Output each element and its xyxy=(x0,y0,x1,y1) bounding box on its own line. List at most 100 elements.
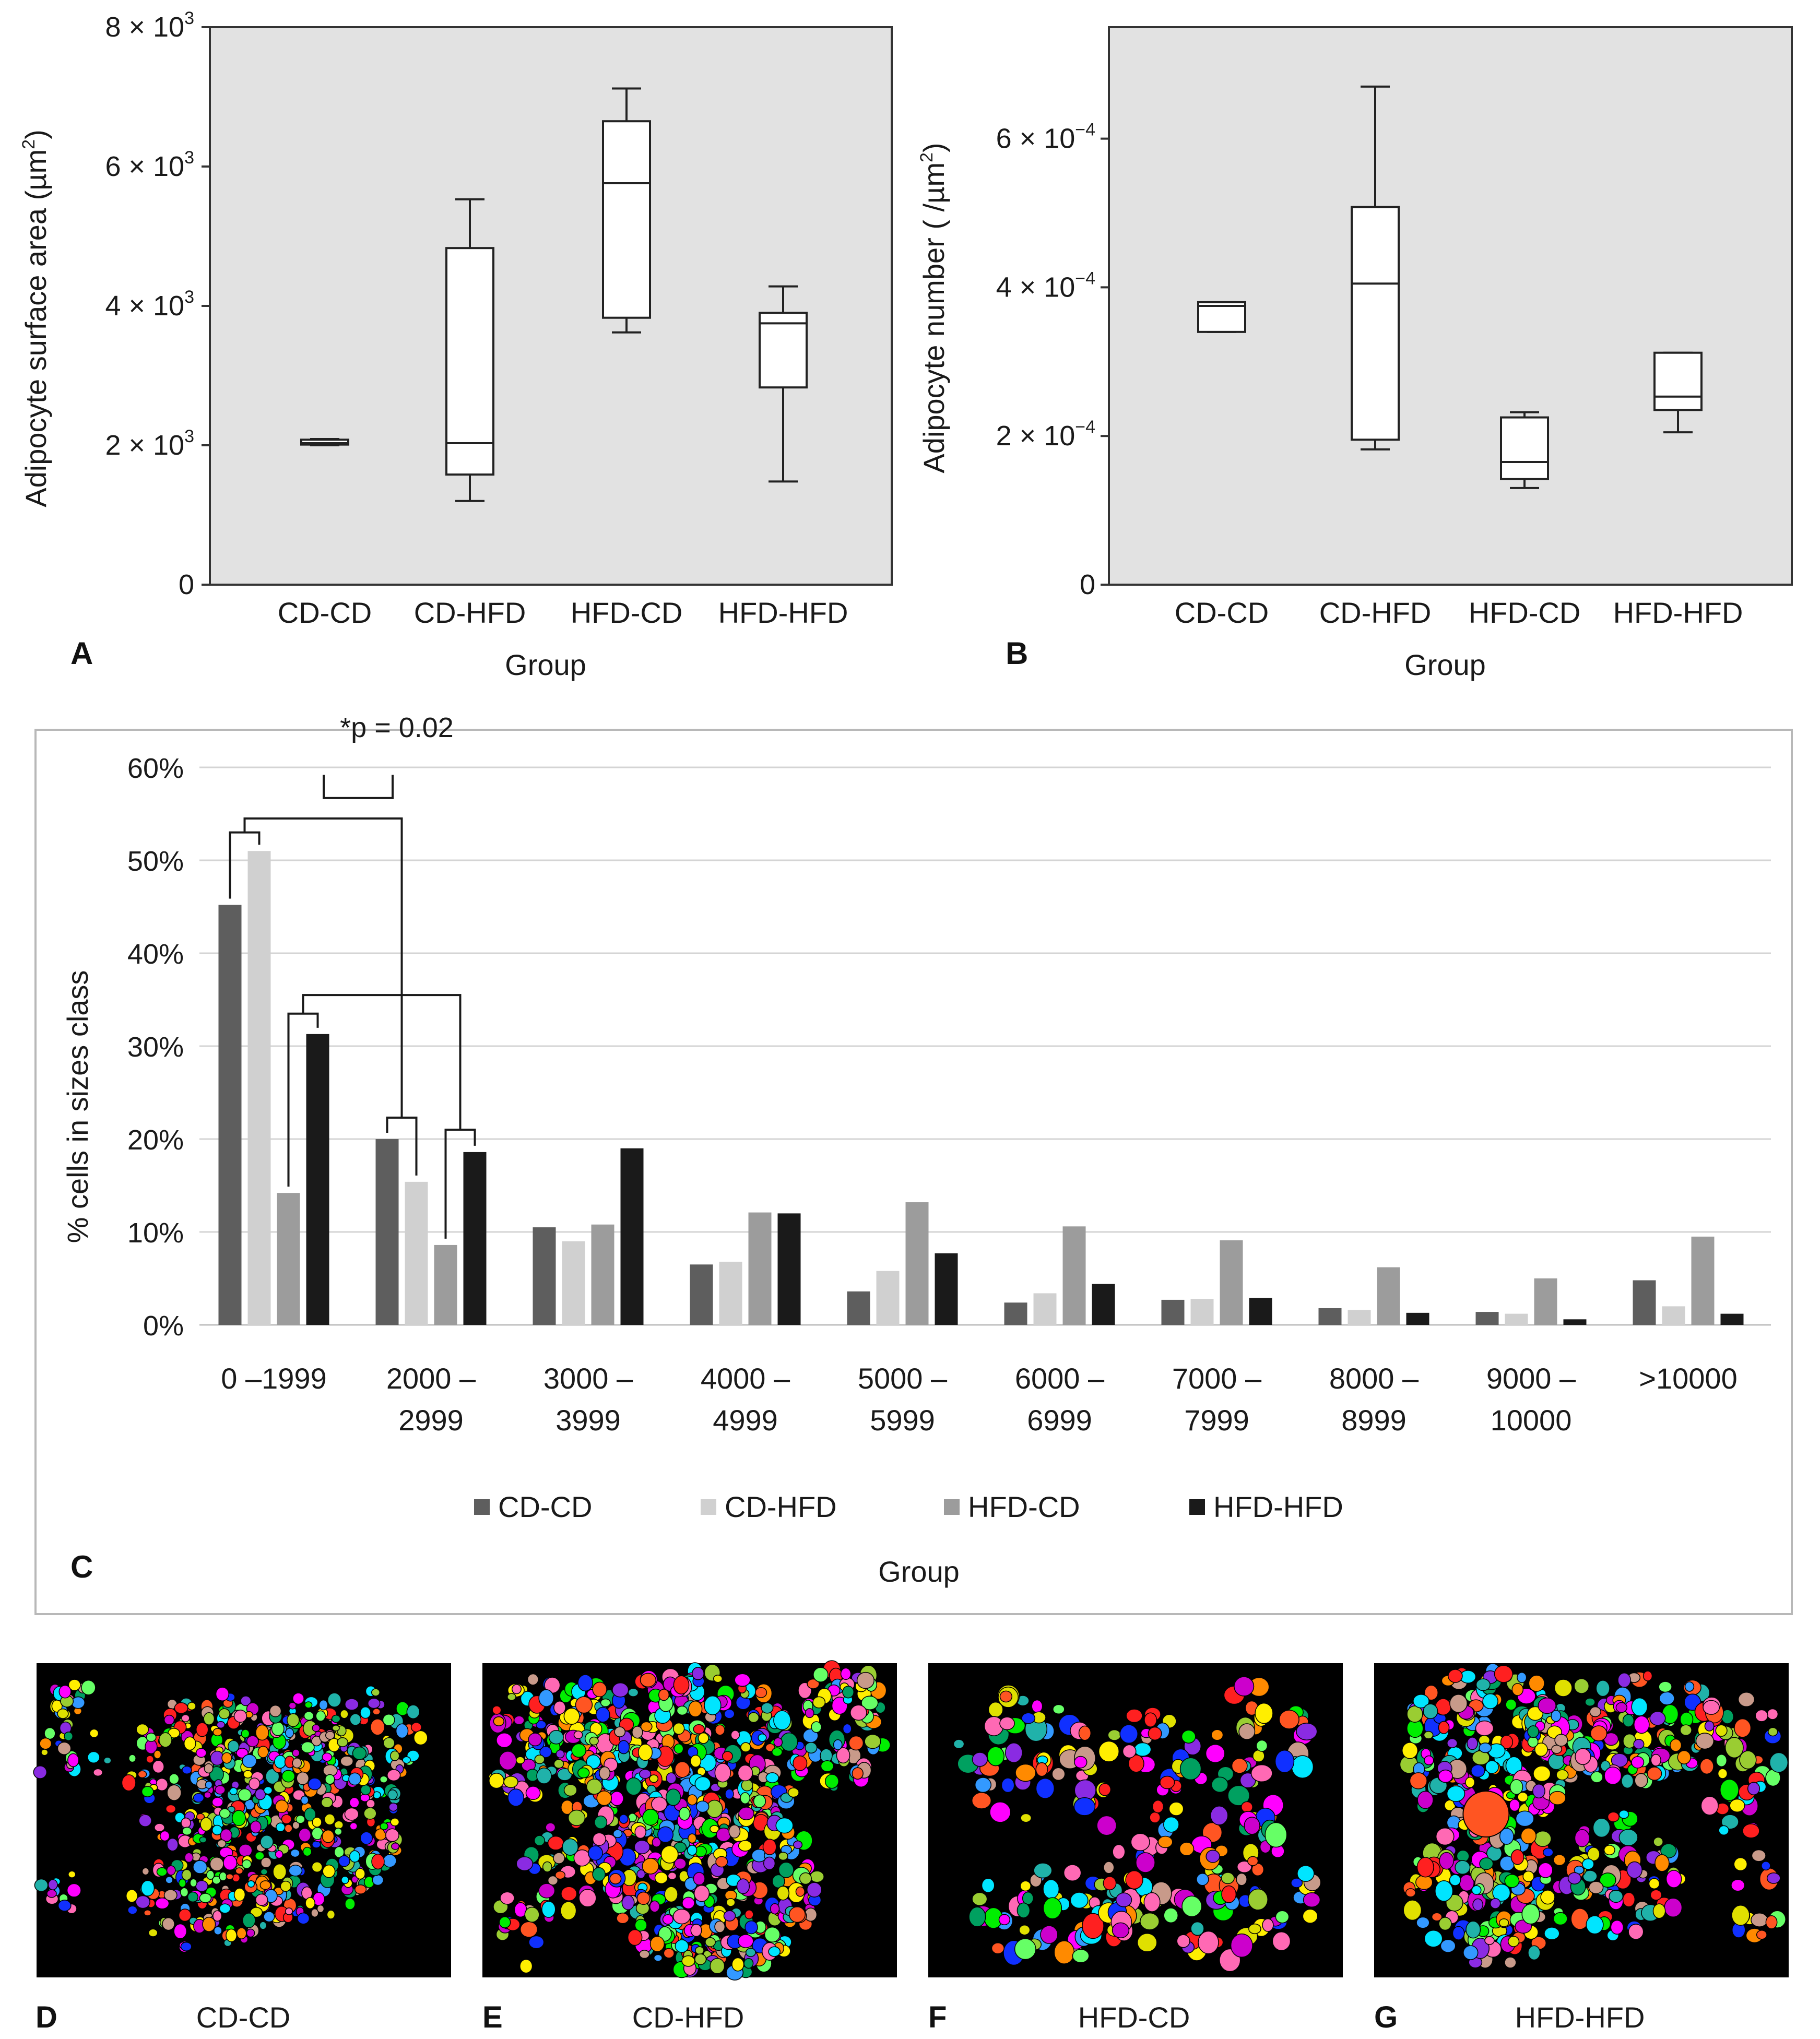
cell xyxy=(1152,1799,1164,1813)
significance-bracket xyxy=(302,994,462,1130)
segmentation-image-d: D CD-CD xyxy=(33,1663,451,2034)
x-tick-label: CD-HFD xyxy=(1319,596,1432,629)
cell xyxy=(1695,1733,1715,1750)
cell xyxy=(812,1696,826,1709)
cell xyxy=(1416,1916,1430,1929)
cell xyxy=(1296,1723,1318,1741)
cell xyxy=(609,1873,622,1884)
cell xyxy=(1043,1897,1062,1919)
cell xyxy=(387,1789,398,1800)
cell xyxy=(34,1878,49,1892)
cell xyxy=(1756,1929,1767,1940)
cell xyxy=(805,1708,814,1718)
cell xyxy=(81,1680,96,1696)
cell xyxy=(861,1696,879,1710)
cell xyxy=(1438,1721,1450,1734)
cell xyxy=(714,1763,731,1783)
y-tick-label: 2 × 103 xyxy=(105,426,194,461)
y-tick-label: 10% xyxy=(127,1217,184,1249)
cell xyxy=(807,1678,820,1689)
cell xyxy=(355,1868,365,1880)
cell xyxy=(788,1906,806,1923)
cell xyxy=(1618,1809,1629,1819)
cell xyxy=(695,1800,710,1813)
cell xyxy=(1717,1768,1728,1779)
cell xyxy=(730,1730,740,1740)
cell xyxy=(1767,1727,1778,1737)
cell xyxy=(1618,1829,1638,1846)
cell xyxy=(242,1913,256,1928)
cell xyxy=(715,1856,728,1868)
x-tick-label-line2: 7999 xyxy=(1184,1404,1249,1437)
cell xyxy=(265,1768,280,1785)
cell xyxy=(1517,1792,1529,1803)
cell xyxy=(710,1825,719,1833)
cell xyxy=(972,1752,988,1767)
cell xyxy=(1255,1702,1273,1724)
cell xyxy=(538,1689,554,1707)
cell xyxy=(199,1893,212,1903)
cell xyxy=(1490,1898,1501,1909)
x-tick-label: >10000 xyxy=(1639,1362,1737,1395)
cell xyxy=(1542,1847,1554,1857)
cell xyxy=(634,1840,651,1854)
cell xyxy=(141,1786,154,1797)
cell xyxy=(553,1852,565,1864)
cell xyxy=(193,1860,208,1874)
cell xyxy=(255,1893,268,1906)
cell xyxy=(182,1827,192,1836)
y-tick-label: 30% xyxy=(127,1032,184,1063)
cell xyxy=(1125,1870,1143,1890)
cell xyxy=(653,1954,663,1962)
cell xyxy=(1448,1669,1463,1683)
x-tick-label-line2: 2999 xyxy=(398,1404,464,1437)
image-caption: HFD-CD xyxy=(1078,2001,1190,2034)
cell xyxy=(311,1908,319,1918)
cell xyxy=(1017,1902,1031,1918)
cell xyxy=(1190,1921,1204,1936)
cell xyxy=(640,1673,656,1688)
cell xyxy=(1548,1753,1565,1770)
cell xyxy=(553,1700,566,1715)
cell xyxy=(1527,1725,1539,1738)
cell xyxy=(260,1868,268,1876)
cell xyxy=(296,1771,310,1785)
cell xyxy=(1179,1842,1195,1856)
cell xyxy=(1767,1708,1779,1720)
cell xyxy=(1227,1785,1250,1806)
x-tick-label-line2: 8999 xyxy=(1341,1404,1407,1437)
cell xyxy=(174,1702,188,1714)
cell xyxy=(554,1870,566,1880)
cell xyxy=(1499,1828,1514,1845)
cell xyxy=(300,1795,309,1805)
cell xyxy=(153,1750,162,1759)
cell xyxy=(1515,1810,1534,1827)
cell xyxy=(1122,1744,1137,1759)
cell xyxy=(1128,1755,1144,1773)
cell xyxy=(1719,1779,1739,1801)
cell xyxy=(1650,1753,1661,1767)
cell xyxy=(1538,1862,1553,1878)
cell xyxy=(340,1756,353,1767)
cell xyxy=(492,1705,502,1715)
cell xyxy=(331,1714,341,1723)
cell xyxy=(534,1755,545,1764)
bar-hfd-cd-4 xyxy=(905,1202,929,1325)
x-tick-label: 6000 – xyxy=(1015,1362,1105,1395)
cell xyxy=(1715,1724,1728,1737)
segmentation-image-e: E CD-HFD xyxy=(482,1660,897,2034)
cell xyxy=(1742,1823,1760,1839)
cell xyxy=(1724,1737,1744,1759)
cell xyxy=(406,1704,420,1720)
cell xyxy=(1500,1735,1514,1749)
cell xyxy=(1471,1885,1482,1895)
cell xyxy=(1475,1720,1494,1736)
cell xyxy=(340,1709,349,1719)
cell xyxy=(1574,1678,1590,1694)
cell xyxy=(285,1727,294,1738)
cell xyxy=(1700,1796,1719,1816)
cell xyxy=(636,1891,651,1905)
bar-cd-hfd-8 xyxy=(1505,1313,1528,1325)
cell xyxy=(1554,1679,1573,1697)
cell xyxy=(795,1886,805,1897)
